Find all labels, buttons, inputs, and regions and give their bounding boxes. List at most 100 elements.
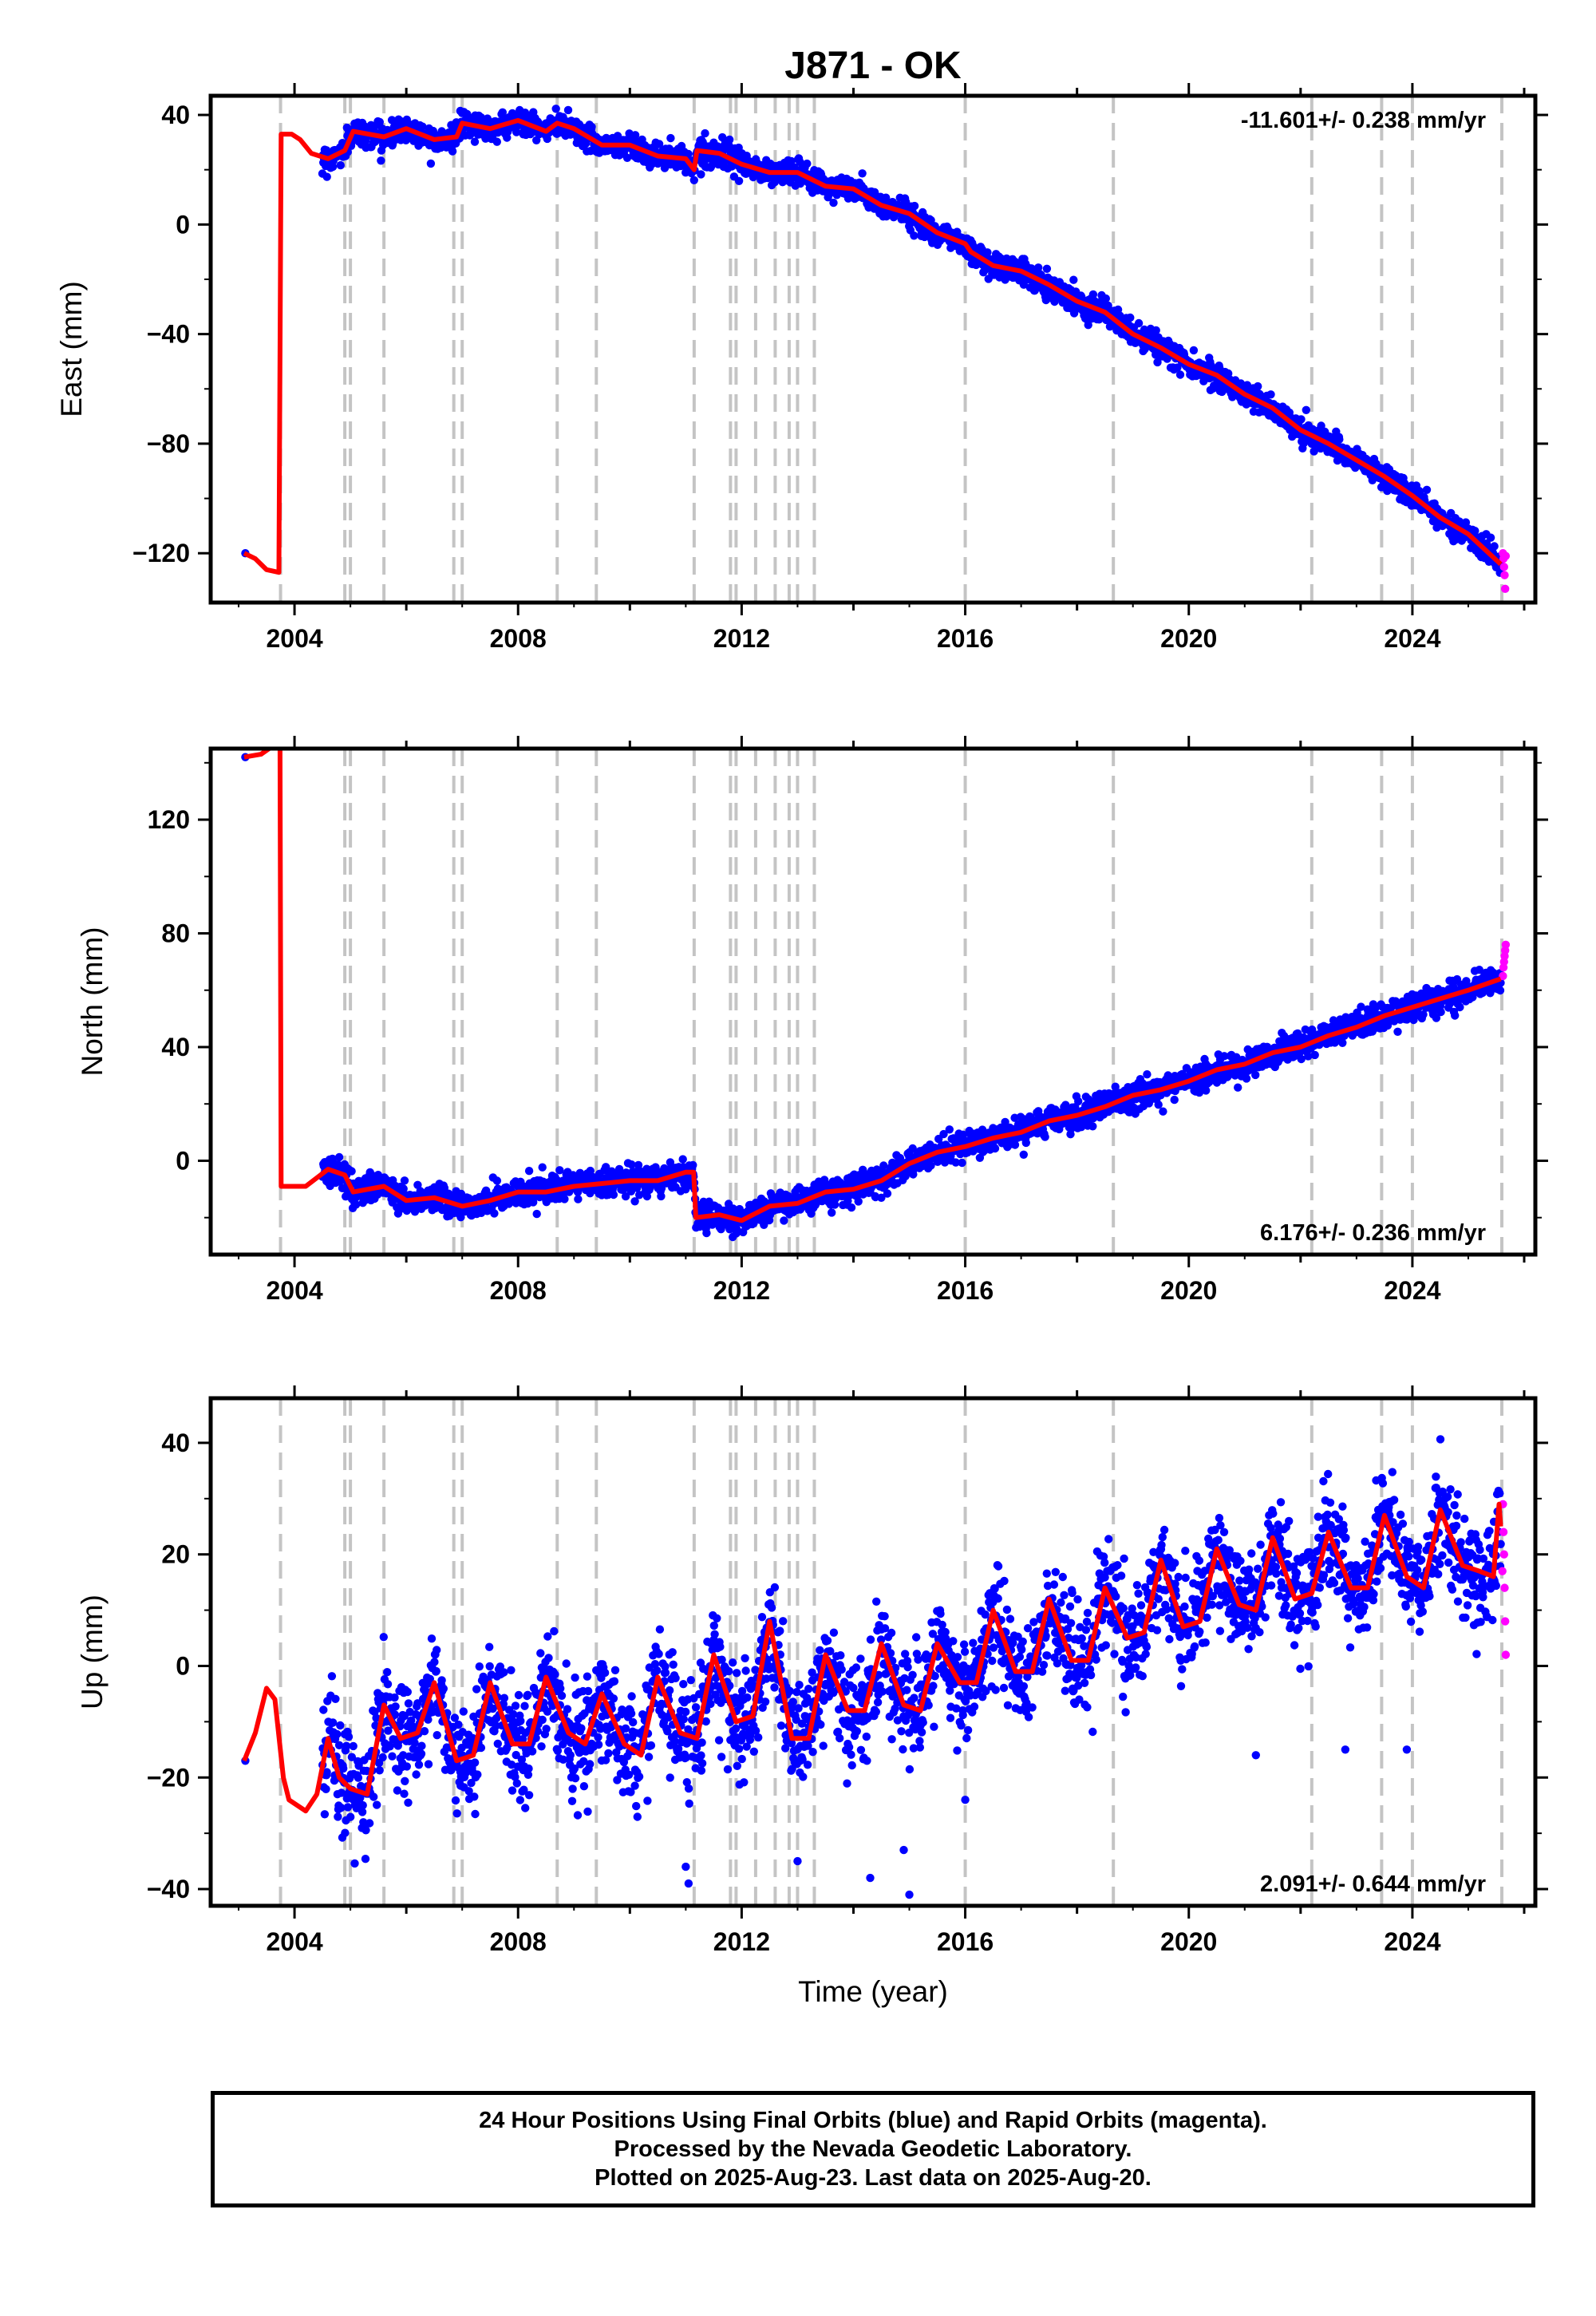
final-orbit-point xyxy=(1189,346,1199,355)
final-orbit-point xyxy=(503,133,512,142)
final-orbit-point xyxy=(1202,1086,1211,1095)
final-orbit-point xyxy=(1101,294,1111,303)
final-orbit-point xyxy=(634,1160,643,1170)
final-orbit-point xyxy=(322,172,331,181)
final-orbit-point xyxy=(400,1176,409,1185)
final-orbit-point xyxy=(538,1163,547,1172)
final-orbit-point xyxy=(426,159,436,168)
final-orbit-point xyxy=(498,108,507,117)
x-tick-label: 2016 xyxy=(937,624,994,653)
final-orbit-point xyxy=(926,1161,935,1170)
y-axis-label: East (mm) xyxy=(55,281,88,417)
final-orbit-point xyxy=(1159,1107,1167,1116)
final-orbit-point xyxy=(803,159,812,168)
final-orbit-point xyxy=(697,170,705,179)
final-orbit-point xyxy=(1034,263,1043,272)
model-fit-line xyxy=(243,117,1503,575)
final-orbit-point xyxy=(1143,1070,1152,1079)
final-orbit-point xyxy=(780,1216,788,1225)
final-orbit-point xyxy=(448,147,457,156)
final-orbit-point xyxy=(1304,1052,1313,1061)
final-orbit-point xyxy=(689,176,698,184)
final-orbit-point xyxy=(1486,533,1495,542)
y-tick-label: −80 xyxy=(147,429,190,458)
final-orbit-point xyxy=(701,128,709,138)
final-orbit-points xyxy=(241,753,1505,1242)
final-orbit-point xyxy=(586,1166,595,1176)
final-orbit-point xyxy=(1041,295,1051,305)
final-orbit-point xyxy=(418,122,427,131)
final-orbit-points xyxy=(241,105,1505,577)
final-orbit-point xyxy=(490,1209,499,1218)
final-orbit-point xyxy=(630,131,640,140)
final-orbit-point xyxy=(614,1164,624,1174)
final-orbit-point xyxy=(1251,1070,1260,1080)
final-orbit-point xyxy=(347,1167,356,1176)
x-tick-label: 2012 xyxy=(713,624,770,653)
x-tick-label: 2004 xyxy=(266,624,322,653)
y-tick-label: −120 xyxy=(132,539,190,567)
final-orbit-point xyxy=(734,176,744,185)
final-orbit-point xyxy=(706,162,716,171)
final-orbit-point xyxy=(456,1213,465,1222)
final-orbit-point xyxy=(829,198,838,207)
final-orbit-point xyxy=(939,1129,948,1139)
final-orbit-point xyxy=(551,105,560,113)
x-tick-label: 2008 xyxy=(490,624,547,653)
final-orbit-point xyxy=(1335,435,1344,444)
final-orbit-point xyxy=(470,137,480,146)
final-orbit-point xyxy=(1154,1101,1163,1109)
final-orbit-point xyxy=(492,137,501,146)
final-orbit-point xyxy=(657,1184,666,1193)
final-orbit-point xyxy=(733,1227,742,1237)
final-orbit-point xyxy=(574,1195,583,1203)
final-orbit-point xyxy=(1236,379,1246,388)
final-orbit-point xyxy=(1084,321,1092,330)
final-orbit-point xyxy=(828,1208,836,1217)
final-orbit-point xyxy=(609,1190,618,1199)
final-orbit-point xyxy=(1111,1082,1120,1091)
final-orbit-point xyxy=(787,156,796,166)
final-orbit-point xyxy=(945,1125,954,1134)
final-orbit-point xyxy=(630,1197,639,1206)
final-orbit-point xyxy=(560,1195,569,1203)
final-orbit-point xyxy=(910,231,918,240)
final-orbit-point xyxy=(1021,1138,1031,1148)
final-orbit-point xyxy=(555,1166,564,1175)
final-orbit-point xyxy=(377,156,385,165)
final-orbit-point xyxy=(1254,381,1262,391)
final-orbit-point xyxy=(1010,1140,1020,1149)
final-orbit-point xyxy=(587,122,596,132)
final-orbit-point xyxy=(858,169,867,178)
final-orbit-point xyxy=(1302,405,1311,414)
final-orbit-point xyxy=(1152,326,1160,335)
rapid-orbit-point xyxy=(1500,584,1510,594)
final-orbit-point xyxy=(1126,313,1135,322)
final-orbit-point xyxy=(621,1192,630,1201)
final-orbit-point xyxy=(1220,1052,1229,1061)
y-tick-label: 40 xyxy=(161,101,190,129)
equipment-change-lines xyxy=(279,96,1503,603)
final-orbit-point xyxy=(1490,542,1499,551)
final-orbit-point xyxy=(678,1155,687,1164)
final-orbit-point xyxy=(1242,1074,1251,1083)
panel-frame xyxy=(208,93,1538,605)
final-orbit-point xyxy=(642,1192,652,1201)
final-orbit-point xyxy=(908,1144,917,1153)
final-orbit-point xyxy=(532,1209,541,1219)
final-orbit-point xyxy=(1317,421,1325,430)
final-orbit-point xyxy=(725,135,734,144)
final-orbit-point xyxy=(883,1189,892,1198)
final-orbit-point xyxy=(702,1228,711,1238)
final-orbit-point xyxy=(684,149,693,159)
final-orbit-point xyxy=(399,1184,408,1193)
final-orbit-point xyxy=(983,248,992,257)
rapid-orbit-point xyxy=(1500,571,1509,579)
chart-title: J871 - OK xyxy=(784,45,962,87)
final-orbit-point xyxy=(926,215,935,225)
final-orbit-point xyxy=(1175,370,1185,379)
final-orbit-point xyxy=(1297,415,1306,424)
final-orbit-point xyxy=(1170,1095,1179,1105)
